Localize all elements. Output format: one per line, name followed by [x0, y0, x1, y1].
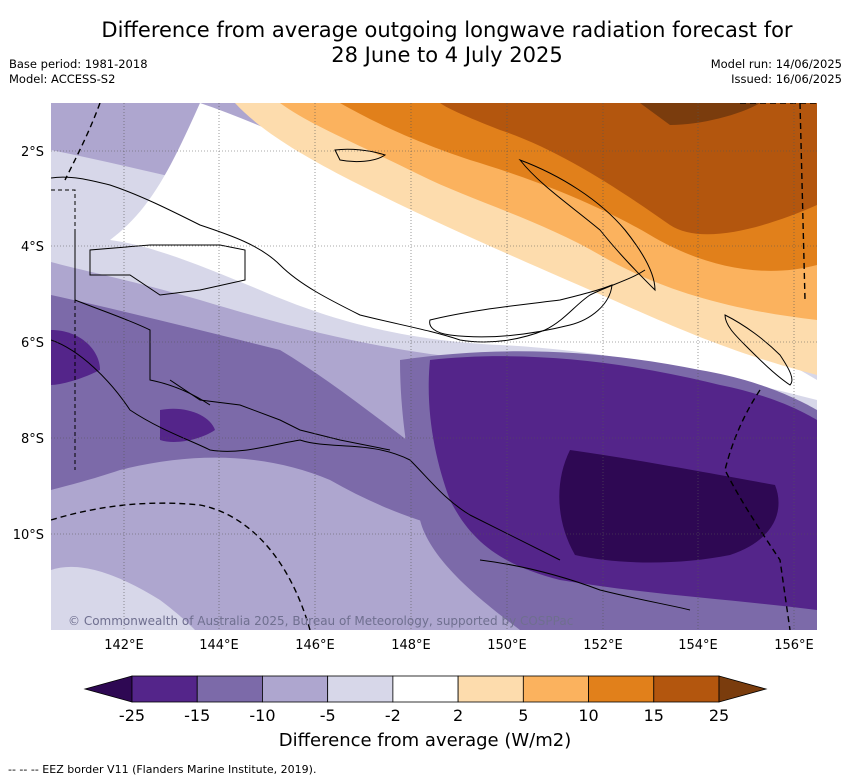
- admin-border-1: [89, 244, 246, 296]
- copyright-notice: © Commonwealth of Australia 2025, Bureau…: [68, 614, 573, 628]
- colorbar-tick-label: 15: [644, 706, 664, 725]
- graticule: [51, 103, 817, 630]
- base-period: Base period: 1981-2018: [9, 57, 148, 71]
- anomaly-fill: © Commonwealth of Australia 2025, Bureau…: [51, 103, 817, 630]
- band-dark-orange: [440, 103, 817, 235]
- lat-labels: 2°S 4°S 6°S 8°S 10°S: [13, 145, 44, 543]
- lat-label: 10°S: [13, 528, 44, 543]
- lon-labels: 142°E 144°E 146°E 148°E 150°E 152°E 154°…: [104, 638, 814, 653]
- meta-right: Model run: 14/06/2025 Issued: 16/06/2025: [711, 57, 842, 87]
- colorbar-tick-label: -10: [249, 706, 275, 725]
- colorbar-swatch: [196, 675, 263, 703]
- lon-label: 142°E: [104, 638, 144, 653]
- colorbar-swatch: [522, 675, 589, 703]
- new-britain: [429, 284, 613, 338]
- coastlines: [51, 148, 793, 611]
- colorbar-tick-label: 25: [709, 706, 729, 725]
- lat-label: 2°S: [21, 145, 44, 160]
- colorbar-title: Difference from average (W/m2): [278, 730, 572, 751]
- colorbar-tick-label: 10: [578, 706, 598, 725]
- new-ireland: [518, 158, 656, 292]
- eez-borders: [51, 103, 817, 630]
- chart-title: Difference from average outgoing longwav…: [0, 18, 850, 68]
- lon-label: 150°E: [487, 638, 527, 653]
- bougainville: [724, 314, 793, 386]
- colorbar-swatch: [131, 675, 198, 703]
- colorbar-swatch: [262, 675, 329, 703]
- lon-label: 154°E: [678, 638, 718, 653]
- colorbar-tick-label: -5: [320, 706, 336, 725]
- colorbar-extend-high: [718, 675, 768, 703]
- colorbar-swatch: [588, 675, 655, 703]
- model-name: Model: ACCESS-S2: [9, 72, 116, 86]
- colorbar-tick-label: 5: [518, 706, 528, 725]
- colorbar: -25 -15 -10 -5 -2 2 5 10 15 25: [83, 675, 768, 725]
- band-darkest-purple: [559, 450, 779, 563]
- band-darkest-orange: [640, 103, 760, 125]
- lon-label: 146°E: [295, 638, 335, 653]
- colorbar-swatch: [327, 675, 394, 703]
- model-run: Model run: 14/06/2025: [710, 57, 842, 71]
- colorbar-extend-low: [83, 675, 133, 703]
- colorbar-tick-label: -15: [184, 706, 210, 725]
- eez-border-north: [51, 189, 76, 470]
- issued-date: Issued: 16/06/2025: [731, 72, 842, 86]
- lat-label: 6°S: [21, 336, 44, 351]
- colorbar-tick-label: -2: [385, 706, 401, 725]
- new-guinea-south-coast: [51, 339, 561, 561]
- lat-label: 8°S: [21, 432, 44, 447]
- title-line-2: 28 June to 4 July 2025: [331, 43, 563, 67]
- colorbar-tick-label: -25: [119, 706, 145, 725]
- colorbar-swatch: [392, 675, 459, 703]
- colorbar-tick-label: 2: [453, 706, 463, 725]
- band-light-south: [51, 566, 195, 630]
- papuan-tail-islands: [479, 559, 691, 611]
- title-line-1: Difference from average outgoing longwav…: [101, 18, 793, 42]
- band-white: [110, 103, 817, 400]
- new-guinea-north-coast: [51, 176, 646, 343]
- colorbar-swatch: [457, 675, 524, 703]
- lon-label: 152°E: [583, 638, 623, 653]
- meta-left: Base period: 1981-2018 Model: ACCESS-S2: [9, 57, 148, 87]
- manus: [334, 148, 387, 163]
- colorbar-swatch: [653, 675, 720, 703]
- lon-label: 148°E: [391, 638, 431, 653]
- lon-label: 144°E: [199, 638, 239, 653]
- lon-label: 156°E: [774, 638, 814, 653]
- lat-label: 4°S: [21, 240, 44, 255]
- admin-border-2: [169, 379, 391, 451]
- eez-footnote: -- -- -- EEZ border V11 (Flanders Marine…: [8, 763, 317, 776]
